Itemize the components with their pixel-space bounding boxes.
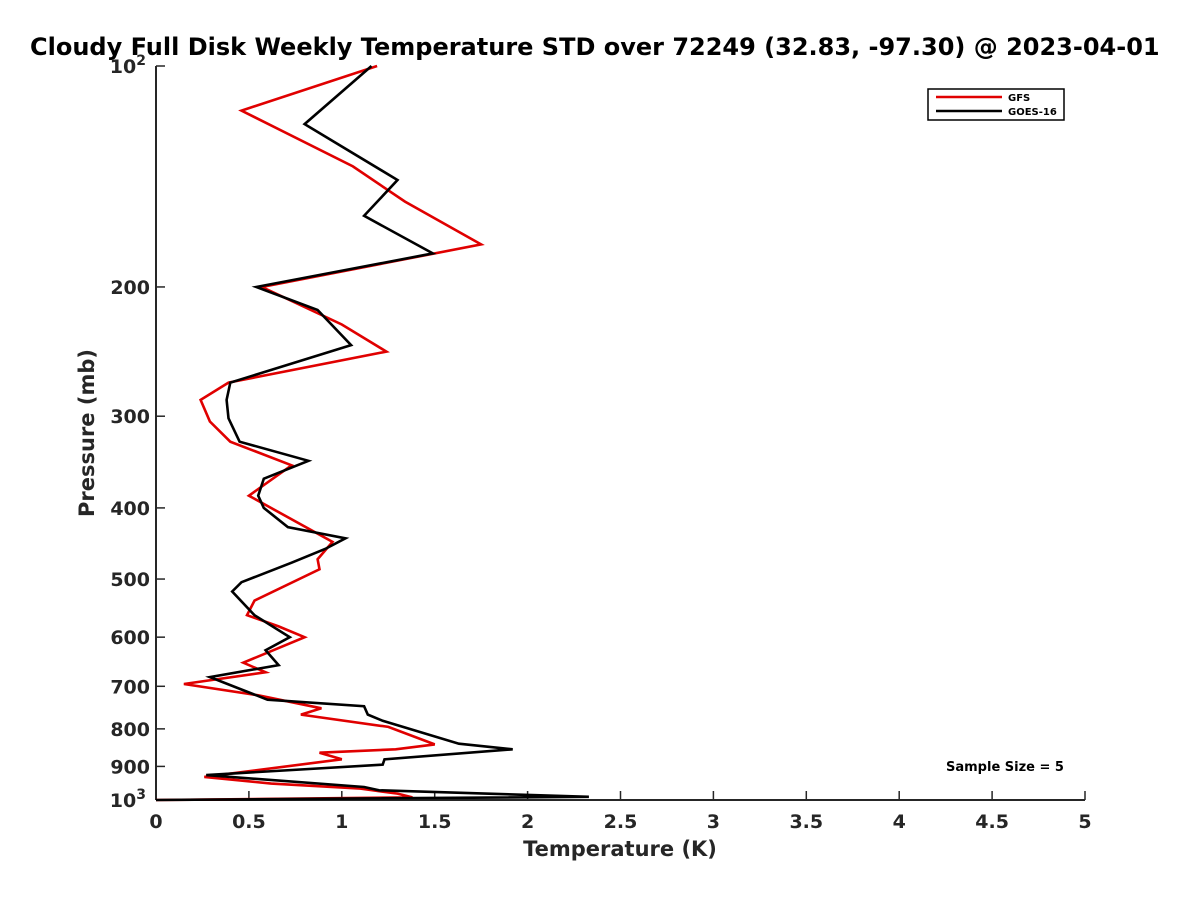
y-tick-label: 900 — [110, 756, 150, 778]
x-tick-label: 0 — [149, 811, 162, 833]
y-tick-base: 10 — [110, 790, 136, 812]
y-axis-label: Pressure (mb) — [75, 349, 99, 517]
legend-box — [927, 88, 1065, 121]
x-tick-label: 2 — [521, 811, 534, 833]
x-axis-ticks: 0 0.5 1 1.5 2 2.5 3 3.5 4 4.5 5 — [149, 791, 1092, 833]
x-tick-label: 1 — [335, 811, 348, 833]
x-tick-label: 3.5 — [789, 811, 823, 833]
y-tick-label: 600 — [110, 627, 150, 649]
chart-title: Cloudy Full Disk Weekly Temperature STD … — [30, 33, 1160, 61]
x-tick-label: 4 — [893, 811, 906, 833]
y-tick-label: 800 — [110, 719, 150, 741]
y-tick-label: 300 — [110, 406, 150, 428]
sample-size-annotation: Sample Size = 5 — [946, 760, 1064, 775]
y-tick-exponent: 3 — [136, 787, 146, 803]
legend-label-goes16: GOES-16 — [1008, 107, 1057, 118]
y-tick-label: 400 — [110, 498, 150, 520]
y-tick-base: 10 — [110, 56, 136, 78]
y-tick-label: 700 — [110, 676, 150, 698]
y-tick-label: 200 — [110, 277, 150, 299]
y-tick-label: 103 — [110, 787, 146, 812]
x-axis-label: Temperature (K) — [523, 837, 717, 861]
y-tick-label: 500 — [110, 569, 150, 591]
x-tick-label: 2.5 — [604, 811, 638, 833]
series-line-gfs — [155, 64, 485, 802]
series-line-goes-16 — [155, 65, 589, 802]
series-layer — [155, 64, 589, 802]
legend-label-gfs: GFS — [1008, 93, 1030, 104]
y-tick-label: 102 — [110, 53, 146, 78]
x-tick-label: 4.5 — [975, 811, 1009, 833]
x-tick-label: 3 — [707, 811, 720, 833]
legend: GFS GOES-16 — [927, 88, 1065, 121]
x-tick-label: 1.5 — [418, 811, 452, 833]
y-tick-exponent: 2 — [136, 53, 146, 69]
x-tick-label: 0.5 — [232, 811, 266, 833]
plot-area — [155, 66, 1085, 801]
x-tick-label: 5 — [1078, 811, 1091, 833]
